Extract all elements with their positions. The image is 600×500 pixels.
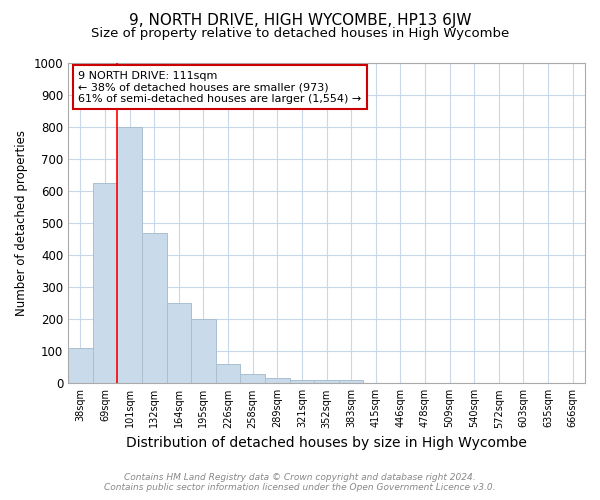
Y-axis label: Number of detached properties: Number of detached properties bbox=[15, 130, 28, 316]
Bar bbox=[92, 183, 117, 384]
Bar bbox=[339, 380, 364, 384]
Bar bbox=[265, 378, 290, 384]
Bar bbox=[167, 303, 191, 384]
Bar bbox=[241, 374, 265, 384]
Bar bbox=[142, 232, 167, 384]
Text: Size of property relative to detached houses in High Wycombe: Size of property relative to detached ho… bbox=[91, 28, 509, 40]
Bar bbox=[191, 319, 216, 384]
Bar bbox=[290, 380, 314, 384]
Text: 9 NORTH DRIVE: 111sqm
← 38% of detached houses are smaller (973)
61% of semi-det: 9 NORTH DRIVE: 111sqm ← 38% of detached … bbox=[79, 70, 362, 104]
Bar bbox=[117, 126, 142, 384]
Text: Contains HM Land Registry data © Crown copyright and database right 2024.
Contai: Contains HM Land Registry data © Crown c… bbox=[104, 473, 496, 492]
Bar bbox=[68, 348, 92, 384]
Text: 9, NORTH DRIVE, HIGH WYCOMBE, HP13 6JW: 9, NORTH DRIVE, HIGH WYCOMBE, HP13 6JW bbox=[129, 12, 471, 28]
Bar bbox=[314, 380, 339, 384]
X-axis label: Distribution of detached houses by size in High Wycombe: Distribution of detached houses by size … bbox=[126, 436, 527, 450]
Bar bbox=[216, 364, 241, 384]
